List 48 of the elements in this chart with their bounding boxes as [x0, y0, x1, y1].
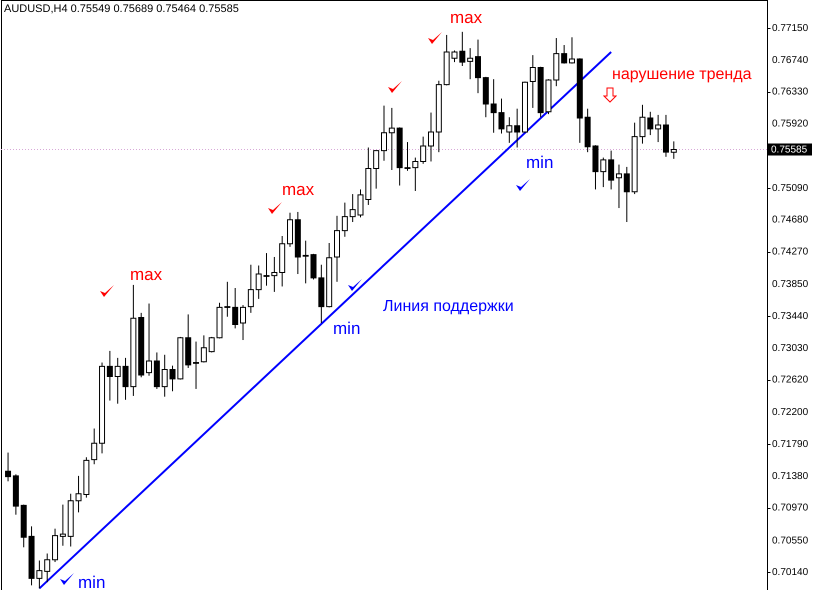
candlestick	[240, 304, 246, 341]
annotation: Линия поддержки	[383, 298, 514, 315]
candlestick	[76, 475, 82, 513]
candlestick	[639, 104, 646, 144]
y-tick-label: 0.71380	[772, 470, 809, 482]
y-tick-label: 0.73440	[772, 310, 809, 322]
y-tick-label: 0.72200	[772, 407, 809, 418]
annotation: нарушение тренда	[612, 66, 752, 83]
y-tick-label: 0.77150	[772, 22, 809, 34]
y-tick-label: 0.74270	[772, 246, 809, 258]
y-tick-label: 0.73030	[772, 342, 809, 354]
annotation: max	[282, 180, 314, 199]
y-tick-label: 0.76740	[772, 54, 809, 66]
candlestick	[670, 140, 677, 160]
candlestick	[358, 188, 364, 218]
chart-title: AUDUSD,H4 0.75549 0.75689 0.75464 0.75585	[4, 3, 239, 15]
ref-line-label: 0.75585	[771, 144, 808, 156]
candlestick	[146, 303, 152, 376]
candlestick	[428, 112, 434, 162]
annotation: max	[450, 8, 482, 27]
candlestick	[264, 252, 270, 286]
annotation: min	[526, 153, 554, 172]
y-tick-label: 0.74680	[772, 214, 809, 226]
y-tick-label: 0.75090	[772, 182, 809, 194]
y-tick-label: 0.71790	[772, 439, 809, 450]
candlestick	[193, 341, 200, 390]
y-tick-label: 0.76330	[772, 86, 809, 98]
candlestick	[310, 253, 317, 280]
y-tick-label: 0.70970	[772, 502, 809, 514]
y-tick-label: 0.70550	[772, 535, 809, 546]
y-tick-label: 0.73850	[772, 279, 809, 290]
y-tick-label: 0.75920	[772, 118, 809, 130]
candlestick	[498, 98, 504, 134]
annotation: max	[130, 265, 162, 284]
y-tick-label: 0.70140	[772, 567, 809, 578]
candlestick	[5, 452, 12, 482]
annotation: min	[333, 319, 360, 338]
y-tick-label: 0.72620	[772, 374, 809, 386]
candlestick	[122, 357, 129, 400]
annotation: min	[78, 573, 106, 592]
candlestick	[91, 428, 98, 465]
candlestick	[381, 105, 387, 162]
candlestick	[451, 50, 458, 63]
candlestick	[474, 39, 481, 94]
candlestick	[568, 36, 575, 64]
candlestick	[404, 142, 410, 172]
candlestick	[616, 164, 622, 209]
candlestick	[170, 365, 176, 392]
